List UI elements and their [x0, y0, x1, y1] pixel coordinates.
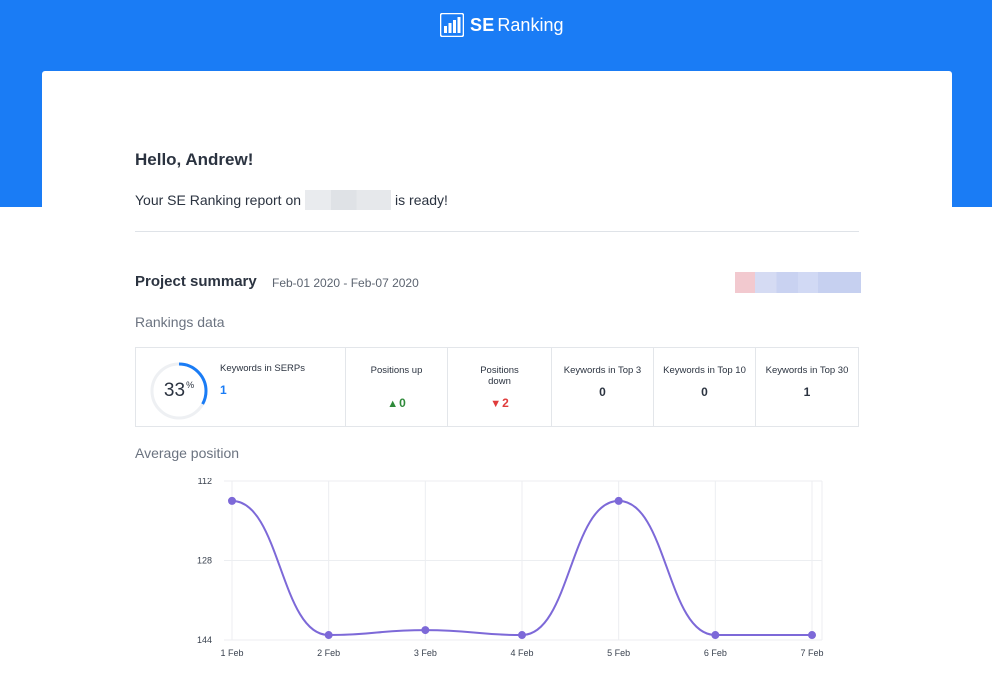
average-position-label: Average position: [135, 445, 240, 461]
positions-down-number: 2: [502, 396, 509, 410]
report-intro: Your SE Ranking report on is ready!: [135, 190, 448, 210]
positions-up-title: Positions up: [370, 365, 423, 376]
data-point: [614, 496, 623, 505]
stat-positions-down: Positions down ▼2: [447, 348, 551, 426]
stat-keywords-top30: Keywords in Top 30 1: [755, 348, 858, 426]
data-point: [421, 626, 430, 635]
data-point: [808, 631, 816, 640]
y-tick-label: 112: [198, 478, 212, 486]
logo-ranking-text: Ranking: [497, 14, 564, 35]
data-point: [228, 496, 236, 505]
percent-sign: %: [186, 380, 195, 390]
top3-title: Keywords in Top 3: [563, 365, 642, 376]
x-tick-label: 4 Feb: [510, 648, 533, 658]
data-point: [711, 631, 720, 640]
arrow-down-icon: ▼: [490, 398, 502, 410]
top30-title: Keywords in Top 30: [765, 365, 849, 376]
x-tick-label: 3 Feb: [414, 648, 437, 658]
greeting-heading: Hello, Andrew!: [135, 150, 254, 169]
data-point: [324, 631, 333, 640]
positions-down-title: Positions down: [480, 365, 519, 387]
se-ranking-logo[interactable]: SE Ranking: [440, 12, 563, 38]
redacted-site-name: [735, 272, 861, 293]
stat-positions-up: Positions up ▲0: [345, 348, 447, 426]
x-tick-label: 5 Feb: [607, 648, 630, 658]
average-position-chart: 112 128 144 1 Feb 2 Feb 3 Feb 4 Feb 5 Feb 6 Feb 7…: [135, 476, 865, 668]
project-summary-title: Project summary: [135, 273, 257, 290]
report-card: Hello, Andrew! Your SE Ranking report on…: [42, 71, 952, 691]
positions-up-value: ▲0: [346, 396, 447, 410]
bar-chart-icon: [440, 13, 464, 37]
logo-se-text: SE: [470, 14, 495, 35]
stat-keywords-top10: Keywords in Top 10 0: [653, 348, 755, 426]
series-line: [231, 499, 812, 637]
data-point: [518, 631, 526, 640]
stat-keywords-top3: Keywords in Top 3 0: [551, 348, 653, 426]
rankings-stats-table: 33 % Keywords in SERPs 1 Positions up ▲0…: [135, 347, 859, 427]
intro-text-after: is ready!: [395, 192, 448, 208]
chart-svg: 112 128 144 1 Feb 2 Feb 3 Feb 4 Feb 5 Feb 6 Feb 7…: [197, 476, 824, 658]
serps-title: Keywords in SERPs: [220, 363, 306, 374]
positions-down-value: ▼2: [448, 396, 551, 410]
top30-value: 1: [803, 385, 811, 399]
serps-value[interactable]: 1: [220, 383, 227, 397]
y-tick-label: 128: [197, 556, 212, 566]
top3-value: 0: [599, 385, 606, 399]
x-tick-label: 2 Feb: [317, 648, 340, 658]
divider: [135, 231, 859, 232]
top10-value: 0: [701, 385, 708, 399]
rankings-data-label: Rankings data: [135, 314, 225, 330]
x-tick-label: 7 Feb: [800, 648, 823, 658]
redacted-domain: [305, 190, 392, 210]
x-tick-label: 6 Feb: [704, 648, 727, 658]
y-tick-label: 144: [197, 635, 212, 645]
arrow-up-icon: ▲: [387, 398, 399, 410]
stat-keywords-in-serps: 33 % Keywords in SERPs 1: [136, 348, 345, 426]
top10-title: Keywords in Top 10: [663, 365, 746, 376]
date-range: Feb-01 2020 - Feb-07 2020: [272, 276, 419, 290]
serps-percent: 33 %: [149, 361, 209, 421]
x-tick-label: 1 Feb: [220, 648, 243, 658]
intro-text-before: Your SE Ranking report on: [135, 192, 302, 208]
serps-progress-ring: [150, 362, 208, 420]
positions-up-number: 0: [399, 396, 406, 410]
serps-percent-value: 33: [163, 380, 186, 401]
